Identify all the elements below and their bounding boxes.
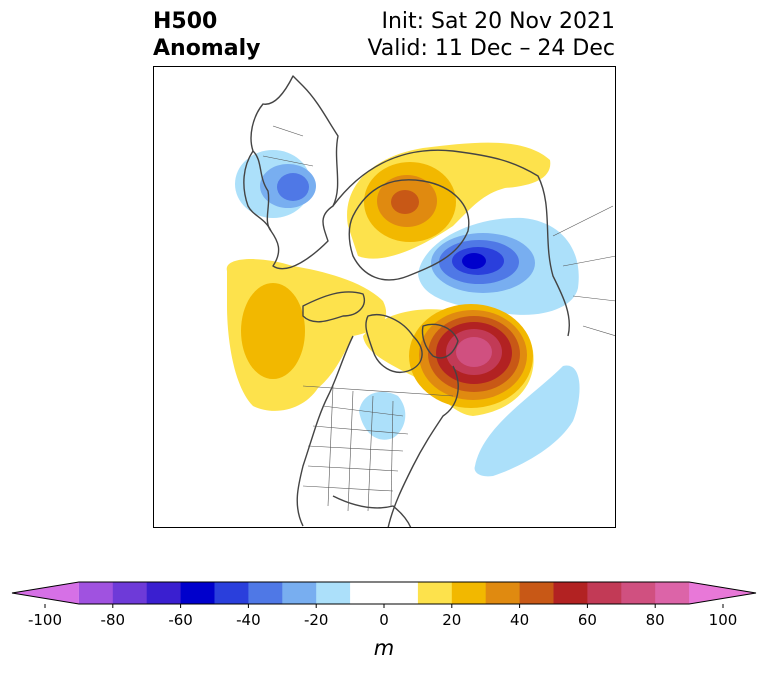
colorbar-bin — [214, 582, 249, 604]
title-field: Anomaly — [153, 36, 261, 61]
colorbar-bin — [485, 582, 521, 604]
init-date: Init: Sat 20 Nov 2021 — [381, 9, 615, 34]
coastlines — [243, 75, 570, 528]
negative-anomaly-great-lakes — [359, 391, 406, 440]
negative-anomaly-atlantic — [474, 365, 580, 477]
colorbar-tick-label: -60 — [168, 611, 193, 629]
colorbar-bin — [350, 582, 419, 604]
colorbar-tick-label: -40 — [236, 611, 261, 629]
title-variable: H500 — [153, 9, 218, 34]
colorbar-bin — [316, 582, 351, 604]
colorbar-tick-label: -100 — [28, 611, 62, 629]
valid-range: Valid: 11 Dec – 24 Dec — [367, 36, 615, 61]
colorbar-bin — [689, 582, 756, 604]
colorbar-bin — [248, 582, 283, 604]
colorbar-tick-label: 100 — [709, 611, 738, 629]
colorbar-outline — [11, 581, 757, 605]
colorbar-bins — [11, 581, 757, 605]
colorbar-tick-label: 40 — [510, 611, 529, 629]
colorbar: -100 -80 -60 -40 -20 0 20 40 60 80 100 — [11, 581, 757, 629]
map-frame — [153, 66, 616, 528]
colorbar-bin — [519, 582, 554, 604]
political-boundaries — [262, 125, 616, 512]
colorbar-bin — [180, 582, 215, 604]
colorbar-bin — [417, 582, 453, 604]
colorbar-tick-label: 20 — [442, 611, 461, 629]
colorbar-bin — [451, 582, 487, 604]
colorbar-bin — [12, 582, 79, 604]
colorbar-tick-label: -20 — [304, 611, 329, 629]
map-title-left: H500 Anomaly — [153, 8, 260, 62]
colorbar-tick-label: 0 — [379, 611, 389, 629]
colorbar-bin — [621, 582, 656, 604]
positive-anomaly-greenland — [347, 142, 551, 259]
positive-anomaly-hudson-bay — [363, 304, 534, 416]
anomaly-map — [153, 66, 616, 528]
colorbar-tick-label: 60 — [578, 611, 597, 629]
colorbar-bin — [112, 582, 148, 604]
colorbar-bin — [587, 582, 622, 604]
positive-anomaly-north-pacific — [226, 259, 387, 411]
colorbar-tick-label: -80 — [101, 611, 126, 629]
colorbar-bin — [146, 582, 182, 604]
colorbar-tick-label: 80 — [646, 611, 665, 629]
colorbar-bin — [282, 582, 317, 604]
colorbar-bin — [553, 582, 588, 604]
colorbar-bin — [655, 582, 690, 604]
negative-anomaly-europe — [235, 150, 316, 218]
colorbar-units-label: m — [373, 636, 395, 660]
colorbar-bin — [78, 582, 114, 604]
map-title-right: Init: Sat 20 Nov 2021 Valid: 11 Dec – 24… — [367, 8, 615, 62]
colorbar-ticks: -100 -80 -60 -40 -20 0 20 40 60 80 100 — [28, 604, 737, 629]
